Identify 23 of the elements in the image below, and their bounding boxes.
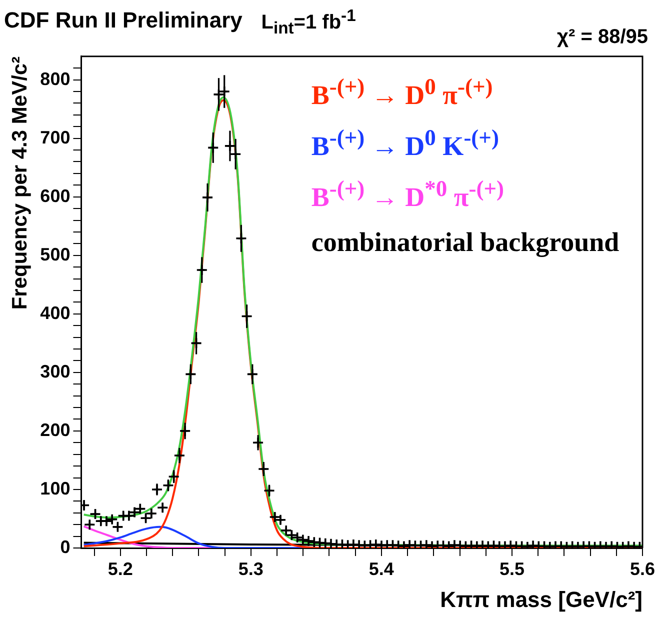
x-tick-label: 5.3 [238,558,264,579]
y-tick-label: 800 [40,68,70,89]
text: B$^{-(+)}$ → D$^{0}$ π$^{-(+)}$ [311,74,494,112]
y-tick-label: 700 [40,127,70,148]
y-tick-label: 400 [40,302,70,323]
text: χ² = 88/95 [556,26,648,50]
y-tick-label: 600 [40,186,70,206]
y-tick-label: 0 [60,536,70,557]
text: combinatorial background [311,227,620,258]
x-tick-label: 5.2 [108,558,133,579]
y-tick-label: 100 [40,478,70,498]
x-axis-title: Kππ mass [GeV/c²] [440,586,642,612]
y-tick-label: 500 [40,244,70,264]
y-axis-title: Frequency per 4.3 MeV/c² [8,56,32,310]
chart-title: CDF Run II Preliminary [4,7,244,32]
text: B$^{-(+)}$ → D$^{*0}$ π$^{-(+)}$ [311,176,506,214]
x-tick-label: 5.6 [630,558,656,579]
x-tick-label: 5.5 [499,558,524,579]
text: L$_{int}$=1 fb$^{-1}$ [261,6,356,39]
y-tick-label: 300 [40,361,70,382]
x-tick-label: 5.4 [368,558,394,579]
text: B$^{-(+)}$ → D$^{0}$ K$^{-(+)}$ [311,125,500,162]
y-tick-label: 200 [40,420,70,440]
